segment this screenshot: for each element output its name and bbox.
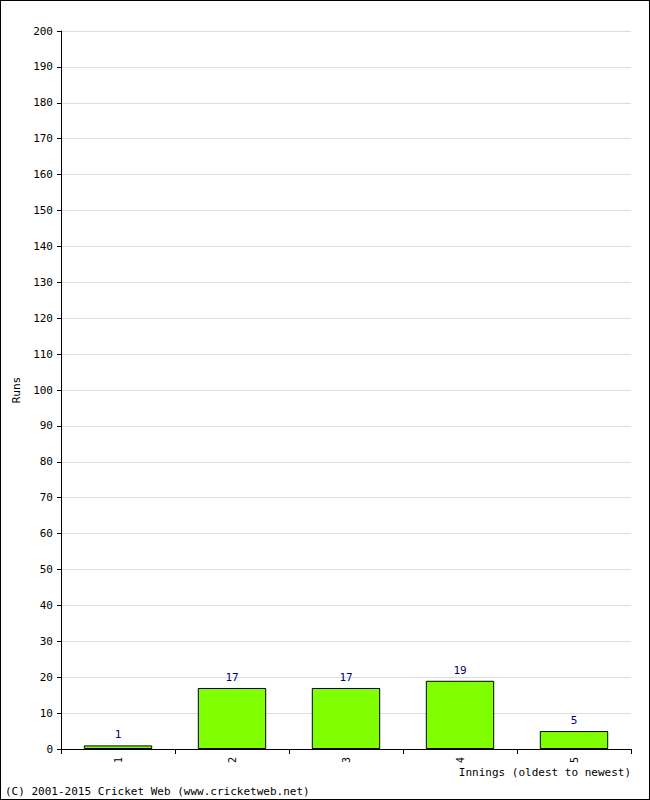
svg-text:5: 5 bbox=[571, 714, 578, 727]
svg-text:180: 180 bbox=[33, 96, 53, 109]
svg-text:160: 160 bbox=[33, 168, 53, 181]
svg-text:70: 70 bbox=[40, 491, 53, 504]
svg-text:1: 1 bbox=[113, 757, 124, 763]
svg-text:Innings (oldest to newest): Innings (oldest to newest) bbox=[459, 766, 631, 779]
svg-text:100: 100 bbox=[33, 384, 53, 397]
svg-text:1: 1 bbox=[115, 728, 122, 741]
svg-text:17: 17 bbox=[225, 671, 238, 684]
svg-text:30: 30 bbox=[40, 635, 53, 648]
svg-text:120: 120 bbox=[33, 312, 53, 325]
svg-text:130: 130 bbox=[33, 276, 53, 289]
svg-text:80: 80 bbox=[40, 455, 53, 468]
svg-text:170: 170 bbox=[33, 132, 53, 145]
svg-text:19: 19 bbox=[453, 664, 466, 677]
svg-text:(C) 2001-2015 Cricket Web (www: (C) 2001-2015 Cricket Web (www.cricketwe… bbox=[5, 785, 310, 798]
svg-text:90: 90 bbox=[40, 419, 53, 432]
svg-text:190: 190 bbox=[33, 60, 53, 73]
svg-text:40: 40 bbox=[40, 599, 53, 612]
svg-text:10: 10 bbox=[40, 707, 53, 720]
svg-text:Runs: Runs bbox=[10, 377, 23, 404]
svg-text:0: 0 bbox=[46, 743, 53, 756]
svg-text:17: 17 bbox=[339, 671, 352, 684]
svg-text:60: 60 bbox=[40, 527, 53, 540]
svg-text:110: 110 bbox=[33, 348, 53, 361]
svg-text:200: 200 bbox=[33, 25, 53, 38]
svg-text:4: 4 bbox=[455, 757, 466, 763]
svg-text:20: 20 bbox=[40, 671, 53, 684]
svg-text:2: 2 bbox=[227, 757, 238, 763]
svg-text:5: 5 bbox=[569, 757, 580, 763]
svg-text:50: 50 bbox=[40, 563, 53, 576]
svg-text:3: 3 bbox=[341, 757, 352, 763]
svg-text:150: 150 bbox=[33, 204, 53, 217]
svg-text:140: 140 bbox=[33, 240, 53, 253]
